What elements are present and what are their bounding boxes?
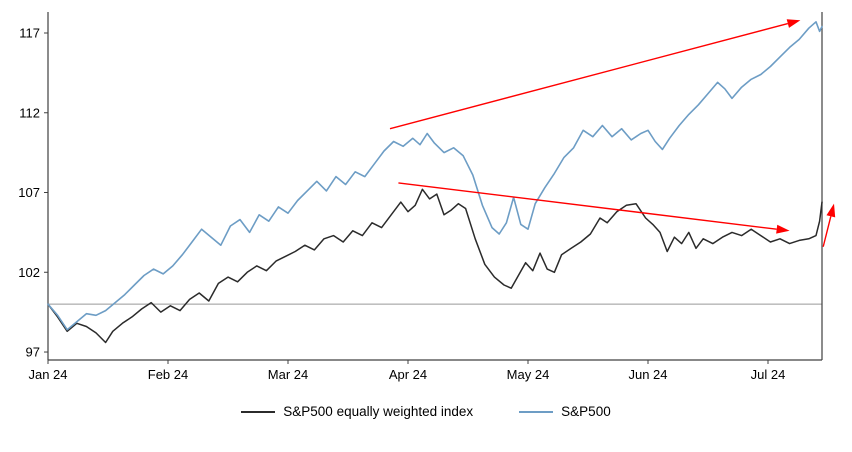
x-tick-label: Apr 24 (389, 367, 427, 382)
legend-item-sp500: S&P500 (519, 404, 611, 419)
line-chart: 97 102 107 112 117 Jan 24 Feb 24 Mar 24 Apr 24 Ma… (18, 12, 836, 382)
legend-line-swatch-dark (241, 410, 276, 413)
annotation-arrowhead-1 (776, 224, 790, 234)
y-tick-label: 117 (19, 26, 40, 41)
annotation-arrowhead-2 (826, 203, 836, 218)
x-tick-label: Jan 24 (28, 367, 67, 382)
legend-line-swatch-blue (519, 410, 554, 413)
annotation-arrow-line-2 (822, 216, 832, 247)
annotation-arrow-line-0 (389, 22, 789, 130)
chart-svg: 97 102 107 112 117 Jan 24 Feb 24 Mar 24 Apr 24 Ma… (18, 12, 836, 382)
y-tick-label: 112 (19, 105, 40, 120)
y-tick-label: 102 (18, 265, 40, 280)
legend-label-sp500: S&P500 (561, 404, 611, 419)
annotation-arrow-line-1 (398, 182, 777, 230)
x-tick-label: Mar 24 (268, 367, 308, 382)
x-tick-label: May 24 (507, 367, 550, 382)
x-tick-label: Feb 24 (148, 367, 188, 382)
series-line-equal-weight (47, 188, 823, 344)
x-tick-label: Jul 24 (751, 367, 786, 382)
y-tick-label: 97 (26, 345, 40, 360)
chart-legend: S&P500 equally weighted index S&P500 (0, 404, 852, 419)
annotation-arrowhead-0 (786, 19, 801, 28)
x-tick-label: Jun 24 (628, 367, 667, 382)
series-line-sp500 (47, 20, 823, 331)
y-tick-label: 107 (18, 185, 40, 200)
legend-item-equal-weight: S&P500 equally weighted index (241, 404, 473, 419)
legend-label-equal-weight: S&P500 equally weighted index (283, 404, 474, 419)
